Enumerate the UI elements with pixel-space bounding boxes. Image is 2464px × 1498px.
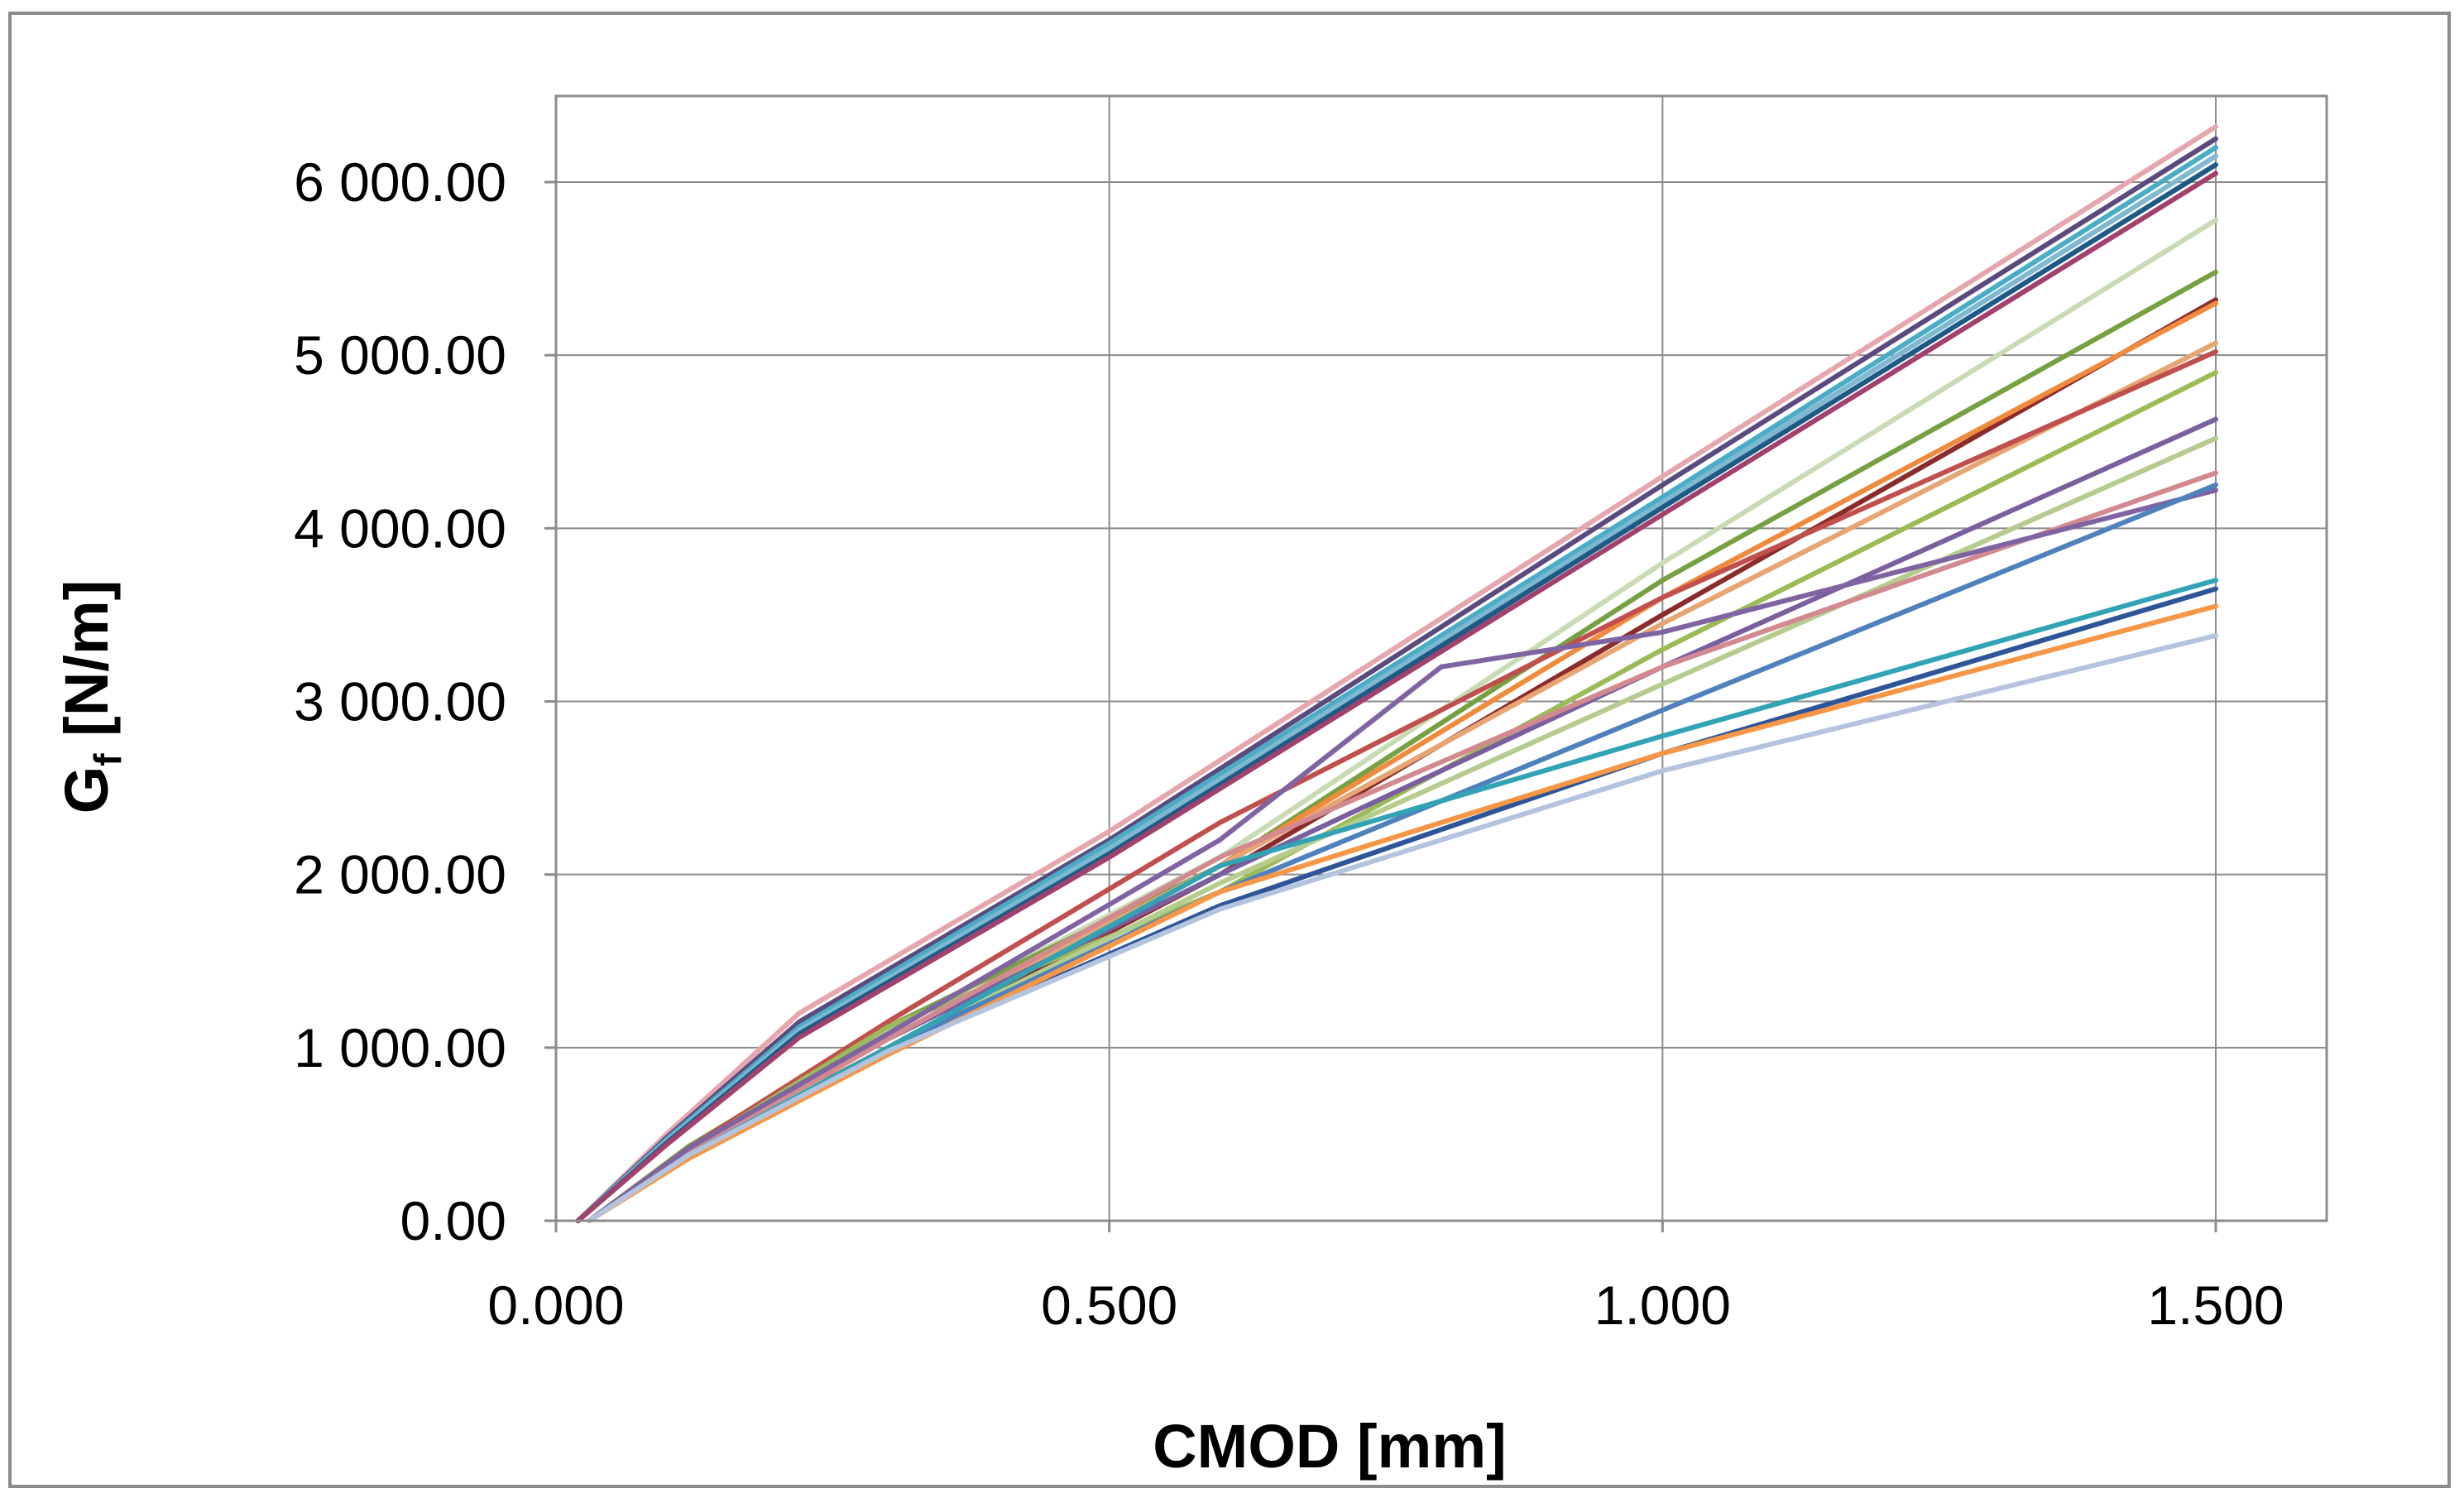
y-tick-label: 2 000.00 bbox=[294, 844, 506, 905]
x-tick-label: 0.500 bbox=[1041, 1275, 1177, 1336]
y-axis-title-main: G bbox=[52, 766, 121, 814]
y-axis-title-rest: [N/m] bbox=[52, 580, 121, 754]
y-tick-label: 1 000.00 bbox=[294, 1017, 506, 1078]
y-axis-title: Gf [N/m] bbox=[52, 580, 129, 814]
series-line-17 bbox=[587, 487, 2218, 1223]
x-tick-label: 1.500 bbox=[2147, 1275, 2284, 1336]
y-tick-label: 6 000.00 bbox=[294, 151, 506, 213]
y-tick-label: 4 000.00 bbox=[294, 497, 506, 559]
x-tick-label: 1.000 bbox=[1594, 1275, 1731, 1336]
x-tick-labels: 0.000 0.500 1.000 1.500 bbox=[487, 1275, 2284, 1336]
y-tick-labels: 0.00 1 000.00 2 000.00 3 000.00 4 000.00 5 00… bbox=[294, 151, 506, 1251]
plot-area-border bbox=[554, 94, 2328, 1222]
y-axis-title-subscript: f bbox=[86, 753, 129, 766]
x-tick-label: 0.000 bbox=[487, 1275, 624, 1336]
series-lines bbox=[575, 124, 2218, 1223]
y-tick-label: 5 000.00 bbox=[294, 324, 506, 386]
y-tick-label: 0.00 bbox=[400, 1190, 506, 1251]
series-line-6 bbox=[575, 170, 2218, 1223]
outer-border bbox=[8, 12, 2451, 1488]
series-line-22 bbox=[587, 633, 2218, 1223]
x-axis-title: CMOD [mm] bbox=[1153, 1412, 1507, 1481]
y-tick-label: 3 000.00 bbox=[294, 671, 506, 732]
